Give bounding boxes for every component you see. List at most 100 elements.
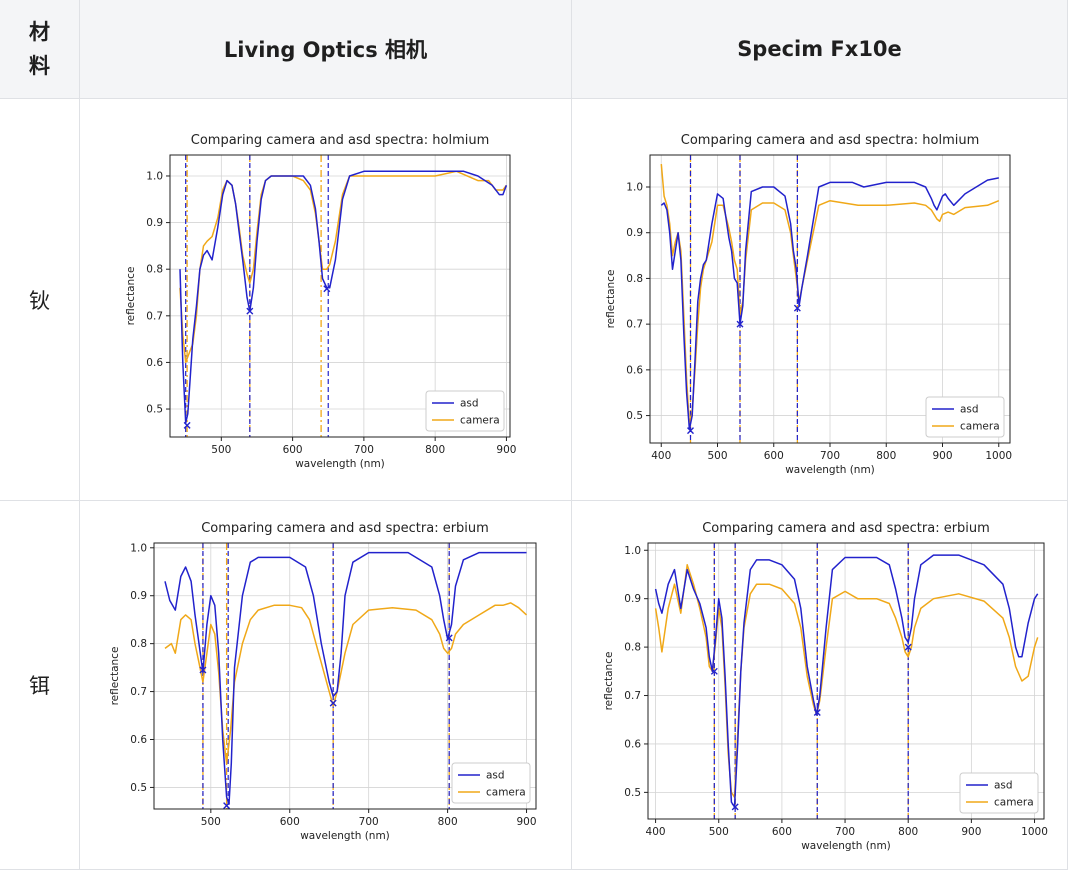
chart-3-xtick-label-0: 400	[646, 826, 666, 838]
chart-2-xtick-label-1: 600	[280, 816, 300, 828]
chart-0-legend-box	[425, 390, 505, 432]
chart-1-xtick-label-3: 700	[820, 450, 840, 462]
chart-0-title: Comparing camera and asd spectra: holmiu…	[191, 133, 490, 148]
chart-1-xtick-label-2: 600	[764, 450, 784, 462]
chart-1-xlabel: wavelength (nm)	[785, 464, 875, 476]
chart-0-legend-label-asd: asd	[460, 398, 479, 410]
chart-3-ytick-label-1: 0.6	[624, 738, 641, 750]
chart-1-title: Comparing camera and asd spectra: holmiu…	[681, 133, 980, 148]
chart-3-xtick-label-3: 700	[835, 826, 855, 838]
chart-1-legend-box	[925, 396, 1005, 438]
chart-2-xlabel: wavelength (nm)	[300, 830, 390, 842]
chart-1-ytick-label-0: 0.5	[626, 410, 643, 422]
chart-3-ytick-label-5: 1.0	[624, 545, 641, 557]
chart-1-xtick-label-1: 500	[707, 450, 727, 462]
chart-3-marker-3	[904, 643, 912, 651]
chart-2-xtick-label-4: 900	[517, 816, 537, 828]
chart-3-legend-label-asd: asd	[994, 780, 1013, 792]
chart-1-ytick-label-4: 0.9	[626, 227, 643, 239]
chart-erbium-living-optics: Comparing camera and asd spectra: erbium…	[104, 515, 546, 857]
chart-1-ytick-label-3: 0.8	[626, 273, 643, 285]
chart-2-marker-1	[223, 802, 231, 810]
chart-2-plot-frame	[153, 542, 537, 810]
cell-erbium-specim: Comparing camera and asd spectra: erbium…	[572, 501, 1068, 870]
header-specim: Specim Fx10e	[572, 0, 1068, 99]
chart-3-ytick-label-4: 0.9	[624, 593, 641, 605]
chart-2-legend-label-asd: asd	[486, 770, 505, 782]
chart-svg: Comparing camera and asd spectra: erbium…	[603, 521, 1048, 852]
chart-3-marker-1	[731, 803, 739, 811]
chart-3-xlabel: wavelength (nm)	[801, 840, 891, 852]
chart-2-xtick-label-2: 700	[359, 816, 379, 828]
chart-3-marker-0	[710, 667, 718, 675]
chart-1-marker-0	[687, 427, 694, 435]
chart-1-ytick-label-1: 0.6	[626, 364, 643, 376]
chart-3-series-asd-line	[654, 554, 1039, 808]
chart-0-ytick-label-1: 0.6	[146, 357, 163, 369]
chart-0-ytick-label-0: 0.5	[146, 404, 163, 416]
chart-3-legend-label-camera: camera	[994, 797, 1034, 809]
chart-2-ytick-label-5: 1.0	[130, 542, 147, 554]
chart-3-title: Comparing camera and asd spectra: erbium	[702, 521, 990, 536]
chart-1-xtick-label-5: 900	[932, 450, 952, 462]
chart-0-ytick-label-3: 0.8	[146, 264, 163, 276]
cell-holmium-living-optics: Comparing camera and asd spectra: holmiu…	[80, 99, 572, 501]
chart-0-marker-0	[183, 421, 191, 429]
chart-3-xtick-label-1: 500	[709, 826, 729, 838]
row-erbium-material: 铒	[0, 501, 80, 870]
chart-0-series-camera-line	[179, 170, 508, 364]
chart-2-ylabel: reflectance	[109, 647, 121, 706]
header-living-optics: Living Optics 相机	[80, 0, 572, 99]
chart-2-ytick-label-2: 0.7	[130, 686, 147, 698]
chart-0-legend-label-camera: camera	[460, 415, 500, 427]
chart-2-legend-box	[451, 762, 531, 804]
chart-0-series-asd-line	[179, 170, 508, 424]
chart-3-ytick-label-2: 0.7	[624, 690, 641, 702]
chart-3-ytick-label-0: 0.5	[624, 787, 641, 799]
row-holmium-material: 钬	[0, 99, 80, 501]
chart-0-xlabel: wavelength (nm)	[295, 458, 385, 470]
chart-1-ylabel: reflectance	[605, 270, 617, 329]
chart-2-ytick-label-0: 0.5	[130, 782, 147, 794]
chart-0-marker-2	[323, 285, 331, 293]
chart-svg: Comparing camera and asd spectra: erbium…	[109, 521, 537, 842]
chart-2-ytick-label-1: 0.6	[130, 734, 147, 746]
chart-3-ylabel: reflectance	[603, 652, 615, 711]
chart-2-marker-3	[445, 634, 453, 642]
chart-2-legend-label-camera: camera	[486, 787, 526, 799]
chart-2-ytick-label-3: 0.8	[130, 638, 147, 650]
cell-holmium-specim: Comparing camera and asd spectra: holmiu…	[572, 99, 1068, 501]
chart-1-xtick-label-6: 1000	[985, 450, 1012, 462]
material-label: 钬	[29, 288, 50, 313]
chart-3-xtick-label-2: 600	[772, 826, 792, 838]
material-label: 铒	[29, 674, 50, 698]
cell-erbium-living-optics: Comparing camera and asd spectra: erbium…	[80, 501, 572, 870]
chart-holmium-living-optics: Comparing camera and asd spectra: holmiu…	[120, 127, 520, 485]
chart-0-ytick-label-5: 1.0	[146, 170, 163, 182]
header-material-char-2: 料	[29, 54, 50, 78]
chart-2-xtick-label-0: 500	[201, 816, 221, 828]
chart-0-plot-frame	[169, 154, 511, 438]
chart-1-ytick-label-5: 1.0	[626, 182, 643, 194]
chart-0-xtick-label-1: 600	[283, 444, 303, 456]
chart-2-ytick-label-4: 0.9	[130, 590, 147, 602]
header-specim-label: Specim Fx10e	[737, 37, 902, 61]
chart-3-ytick-label-3: 0.8	[624, 642, 641, 654]
chart-erbium-specim: Comparing camera and asd spectra: erbium…	[598, 515, 1054, 867]
chart-2-marker-2	[329, 699, 337, 707]
chart-1-series-asd-line	[660, 177, 999, 431]
chart-holmium-specim: Comparing camera and asd spectra: holmiu…	[600, 127, 1020, 491]
chart-0-xtick-label-0: 500	[211, 444, 231, 456]
chart-0-ylabel: reflectance	[125, 267, 137, 326]
chart-svg: Comparing camera and asd spectra: holmiu…	[605, 133, 1012, 476]
chart-0-xtick-label-3: 800	[425, 444, 445, 456]
header-material: 材 料	[0, 0, 80, 99]
chart-0-ytick-label-2: 0.7	[146, 310, 163, 322]
chart-3-series-camera-line	[654, 564, 1039, 798]
chart-0-xtick-label-4: 900	[496, 444, 516, 456]
chart-1-marker-2	[793, 304, 801, 312]
chart-2-title: Comparing camera and asd spectra: erbium	[201, 521, 489, 536]
chart-0-xtick-label-2: 700	[354, 444, 374, 456]
chart-3-xtick-label-5: 900	[961, 826, 981, 838]
